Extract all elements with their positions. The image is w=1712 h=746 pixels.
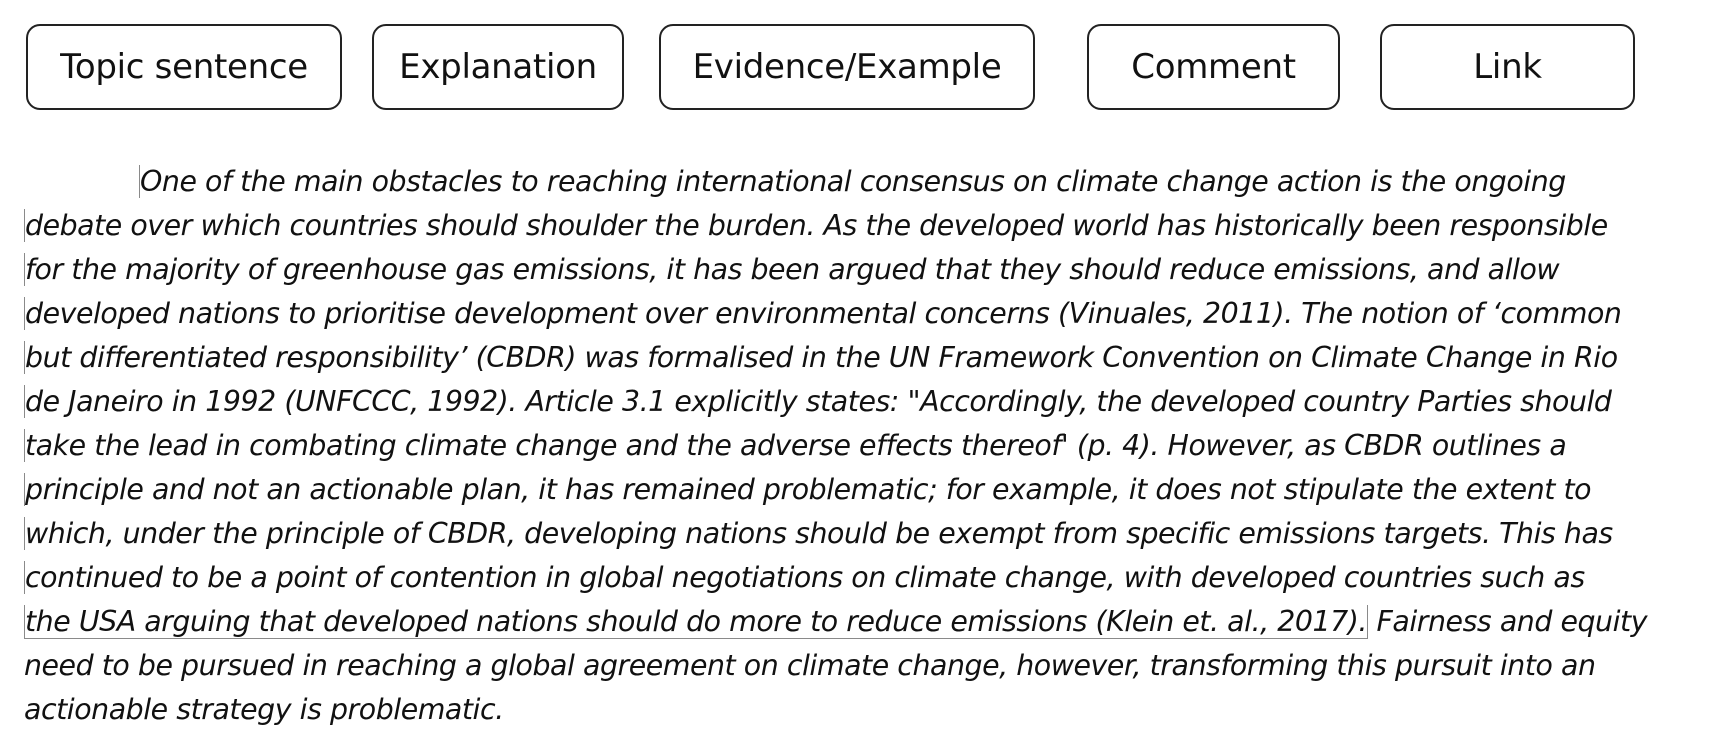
paragraph-text: de Janeiro in 1992 (UNFCCC, 1992). Artic… bbox=[24, 385, 1612, 418]
paragraph-text: but differentiated responsibility’ (CBDR… bbox=[24, 341, 1618, 374]
label-button-row: Topic sentence Explanation Evidence/Exam… bbox=[0, 0, 1712, 130]
explanation-label[interactable]: Explanation bbox=[372, 24, 624, 110]
paragraph-line: but differentiated responsibility’ (CBDR… bbox=[24, 336, 1712, 380]
paragraph-text: for the majority of greenhouse gas emiss… bbox=[24, 253, 1560, 286]
paragraph-text: need to be pursued in reaching a global … bbox=[24, 649, 1596, 682]
paragraph-text: developed nations to prioritise developm… bbox=[24, 297, 1622, 330]
paragraph-text: take the lead in combating climate chang… bbox=[24, 429, 1567, 462]
paragraph-line: which, under the principle of CBDR, deve… bbox=[24, 512, 1712, 556]
paragraph-text: One of the main obstacles to reaching in… bbox=[139, 165, 1566, 198]
paragraph-line: principle and not an actionable plan, it… bbox=[24, 468, 1712, 512]
comment-label[interactable]: Comment bbox=[1087, 24, 1340, 110]
paragraph-text: debate over which countries should shoul… bbox=[24, 209, 1608, 242]
paragraph-line: need to be pursued in reaching a global … bbox=[24, 644, 1712, 688]
paragraph-line: continued to be a point of contention in… bbox=[24, 556, 1712, 600]
paragraph-text: actionable strategy is problematic. bbox=[24, 693, 504, 726]
paragraph-line: actionable strategy is problematic. bbox=[24, 688, 1712, 732]
paragraph[interactable]: One of the main obstacles to reaching in… bbox=[24, 160, 1712, 732]
link-label[interactable]: Link bbox=[1380, 24, 1635, 110]
evidence-example-label[interactable]: Evidence/Example bbox=[659, 24, 1035, 110]
paragraph-line: debate over which countries should shoul… bbox=[24, 204, 1712, 248]
topic-sentence-label[interactable]: Topic sentence bbox=[26, 24, 342, 110]
highlighted-segment-end: the USA arguing that developed nations s… bbox=[24, 605, 1368, 639]
paragraph-line: One of the main obstacles to reaching in… bbox=[24, 160, 1712, 204]
paragraph-text: Fairness and equity bbox=[1367, 605, 1648, 638]
paragraph-text: continued to be a point of contention in… bbox=[24, 561, 1585, 594]
paragraph-text: which, under the principle of CBDR, deve… bbox=[24, 517, 1613, 550]
paragraph-text: principle and not an actionable plan, it… bbox=[24, 473, 1592, 506]
paragraph-line: the USA arguing that developed nations s… bbox=[24, 600, 1712, 644]
paragraph-line: take the lead in combating climate chang… bbox=[24, 424, 1712, 468]
paragraph-line: developed nations to prioritise developm… bbox=[24, 292, 1712, 336]
paragraph-line: for the majority of greenhouse gas emiss… bbox=[24, 248, 1712, 292]
paragraph-line: de Janeiro in 1992 (UNFCCC, 1992). Artic… bbox=[24, 380, 1712, 424]
